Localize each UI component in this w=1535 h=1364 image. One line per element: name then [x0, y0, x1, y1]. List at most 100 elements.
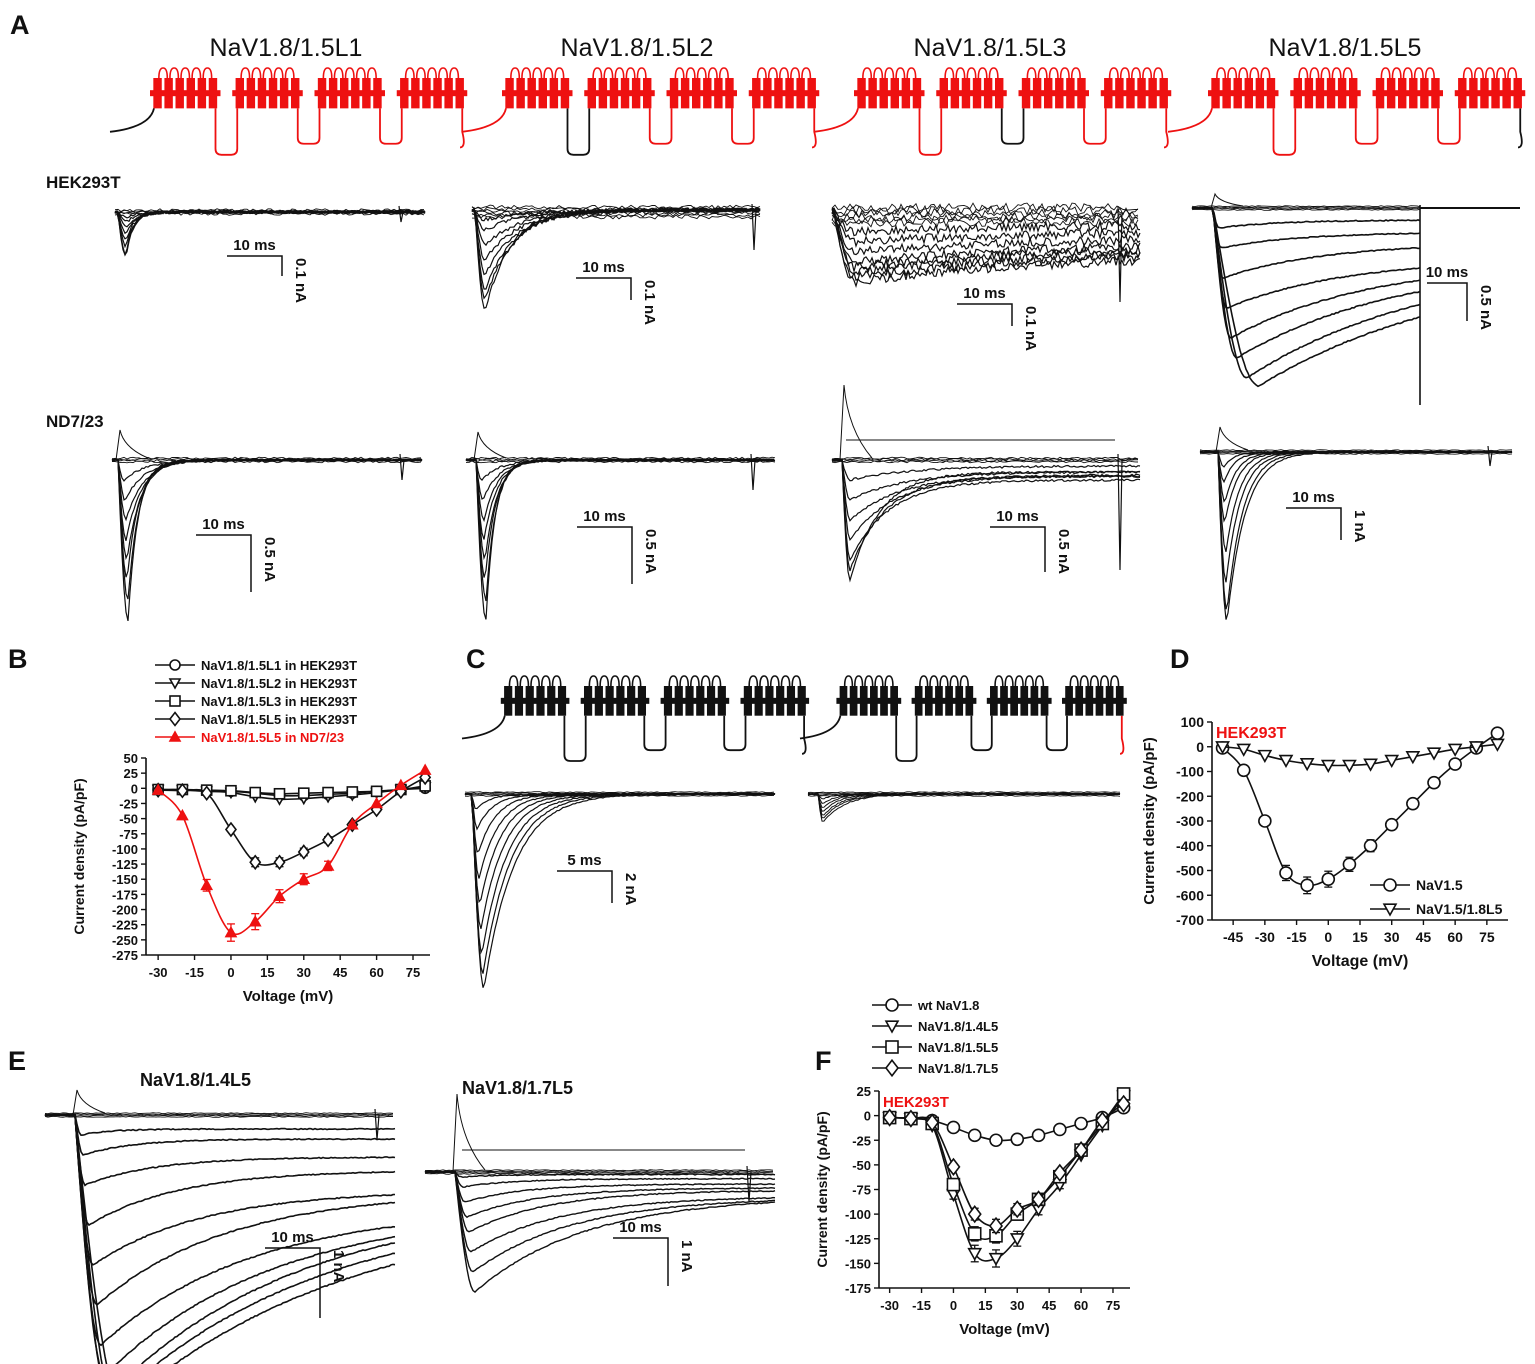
data-point	[321, 859, 335, 871]
scale-current-label: 0.1 nA	[641, 280, 658, 325]
extracellular-loop	[603, 67, 614, 79]
extracellular-loop	[251, 67, 262, 79]
current-trace	[44, 1113, 396, 1266]
panel-letter: C	[466, 644, 486, 674]
data-point	[882, 1108, 897, 1127]
data-point	[1321, 872, 1336, 886]
chart-f-iv-curve: 250-25-50-75-100-125-150-175-30 -15 0 15 30 4…	[814, 998, 1131, 1338]
x-tick-label: -15	[912, 1298, 931, 1313]
x-tick-label: -30	[149, 965, 168, 980]
domain-bar	[740, 697, 810, 704]
baseline-trace	[1191, 206, 1421, 209]
panel-a: NaV1.8/1.5L1 NaV1.8/1.5L2 NaV1.8/1.5L3 N…	[46, 34, 1526, 622]
trace-family	[465, 431, 776, 620]
data-point	[988, 1252, 1004, 1267]
baseline-trace	[424, 1170, 773, 1173]
data-point	[1031, 1190, 1046, 1209]
extracellular-loop	[532, 67, 543, 79]
scale-current-label: 1 nA	[1351, 510, 1368, 543]
extracellular-loop	[1249, 67, 1260, 79]
current-trace	[1191, 206, 1421, 229]
domain-bar	[502, 90, 573, 97]
data-point	[1447, 743, 1463, 757]
x-tick-label: -30	[880, 1298, 899, 1313]
scale-bar-line	[557, 870, 613, 903]
scale-current-label: 1 nA	[330, 1250, 347, 1283]
data-point	[224, 925, 238, 938]
domain-bar	[836, 697, 902, 704]
scale-time-label: 10 ms	[963, 285, 1006, 302]
extracellular-loop	[944, 67, 955, 79]
current-trace	[831, 207, 1141, 267]
x-tick-label: 45	[1416, 929, 1432, 945]
baseline-trace	[424, 1171, 774, 1174]
extracellular-loop	[759, 675, 769, 687]
current-trace	[44, 1113, 396, 1227]
scale-bar: 10 ms 0.1 nA	[957, 285, 1039, 351]
trace-family	[44, 1089, 396, 1364]
row-label-hek293t: HEK293T	[46, 173, 121, 192]
data-point	[946, 1157, 961, 1176]
current-trace	[1199, 450, 1513, 503]
legend-label: NaV1.8/1.5L5 in ND7/23	[201, 730, 344, 745]
current-trace	[114, 209, 426, 257]
scale-time-label: 10 ms	[1426, 264, 1469, 281]
domain-bar	[1290, 90, 1361, 97]
trace-family	[471, 203, 761, 309]
channel-schematics	[109, 67, 1526, 156]
y-tick-label: -25	[119, 796, 138, 811]
tail-artifact	[746, 1165, 752, 1203]
data-point	[1010, 1132, 1025, 1147]
data-point	[168, 678, 182, 690]
current-trace	[807, 792, 1121, 819]
extracellular-loop	[510, 67, 521, 79]
domain-bar	[1018, 90, 1089, 97]
legend-label: NaV1.8/1.5L5 in HEK293T	[201, 712, 357, 727]
baseline-trace	[44, 1112, 394, 1115]
current-trace	[44, 1113, 396, 1364]
y-tick-label: -125	[112, 857, 138, 872]
baseline-trace	[831, 208, 1139, 220]
extracellular-loop	[1238, 67, 1249, 79]
trace-family	[831, 202, 1141, 303]
extracellular-loop	[415, 67, 426, 79]
current-trace	[114, 209, 426, 240]
scale-bar-line	[227, 255, 283, 276]
extracellular-loop	[690, 675, 700, 687]
data-point	[1448, 757, 1462, 771]
c-terminus	[1517, 108, 1523, 149]
extracellular-loop	[668, 675, 679, 687]
extracellular-loop	[864, 675, 874, 687]
extracellular-loop	[718, 67, 729, 79]
c-terminus	[1163, 108, 1169, 149]
extracellular-loop	[262, 67, 273, 79]
data-point	[1010, 1200, 1025, 1219]
trace-family	[1191, 192, 1421, 388]
scale-bar: 10 ms 0.5 nA	[990, 508, 1072, 574]
extracellular-loop	[614, 67, 625, 79]
extracellular-loop	[1309, 67, 1320, 79]
extracellular-loop	[554, 67, 565, 79]
data-point	[168, 730, 182, 742]
current-trace	[425, 1170, 776, 1179]
data-point	[946, 1120, 961, 1135]
current-trace	[424, 1170, 776, 1203]
extracellular-loop	[426, 67, 438, 79]
x-tick-label: -30	[1255, 929, 1275, 945]
extracellular-loop	[862, 67, 873, 79]
data-point	[1300, 878, 1314, 893]
scale-bar: 10 ms 0.1 nA	[576, 259, 658, 325]
data-point	[1236, 763, 1251, 778]
scale-current-label: 0.5 nA	[261, 537, 278, 582]
data-point	[1363, 838, 1378, 853]
data-point	[297, 787, 310, 799]
extracellular-loop	[284, 67, 295, 79]
data-point	[1342, 759, 1357, 773]
scale-time-label: 10 ms	[582, 259, 625, 276]
extracellular-loop	[438, 67, 449, 79]
data-point	[200, 785, 213, 801]
baseline-trace	[1191, 207, 1421, 210]
x-tick-label: 75	[1479, 929, 1495, 945]
data-point	[273, 854, 286, 871]
tail-artifact	[751, 203, 757, 251]
